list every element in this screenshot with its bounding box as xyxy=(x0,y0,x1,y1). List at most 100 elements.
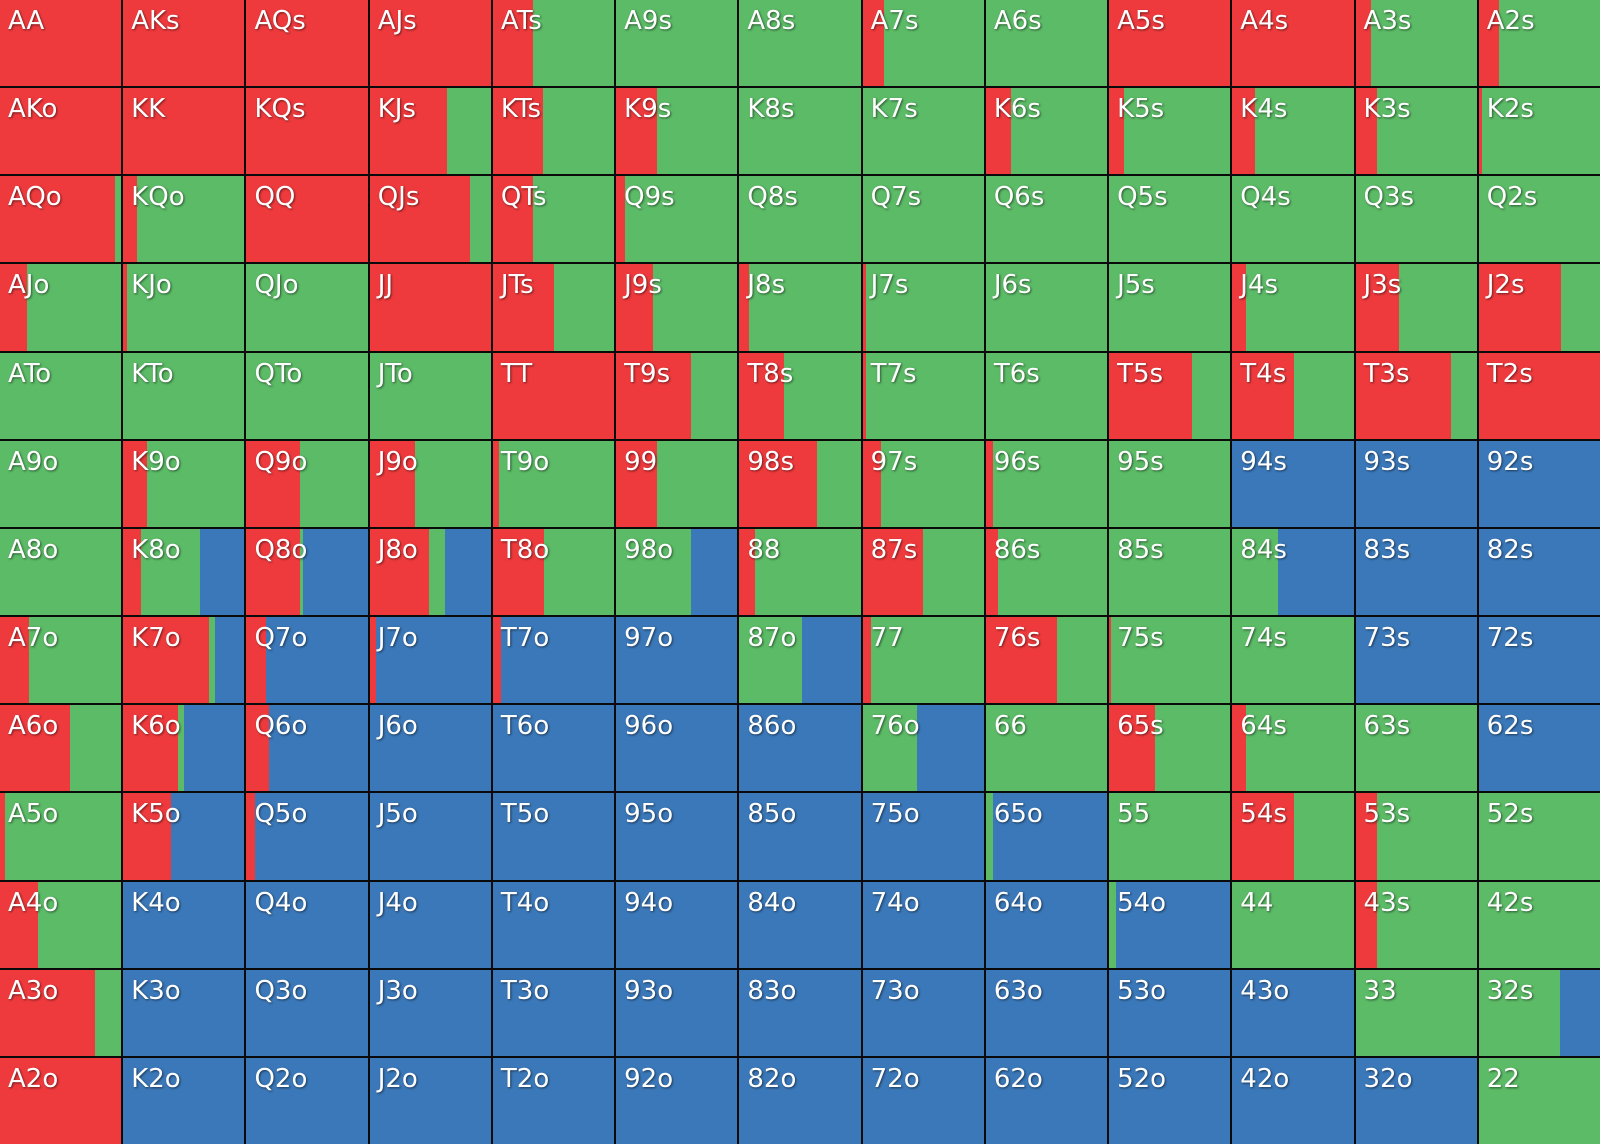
hand-cell-TT[interactable]: TT xyxy=(492,352,615,439)
hand-cell-Q2s[interactable]: Q2s xyxy=(1478,176,1600,263)
hand-cell-K9s[interactable]: K9s xyxy=(616,88,738,175)
hand-cell-K3s[interactable]: K3s xyxy=(1355,88,1477,175)
hand-cell-A6s[interactable]: A6s xyxy=(985,0,1108,87)
hand-cell-Q4o[interactable]: Q4o xyxy=(246,881,368,968)
hand-cell-98o[interactable]: 98o xyxy=(616,528,738,616)
hand-cell-97o[interactable]: 97o xyxy=(616,617,738,704)
hand-cell-J6o[interactable]: J6o xyxy=(369,705,491,792)
hand-cell-A8s[interactable]: A8s xyxy=(739,0,861,87)
hand-cell-53o[interactable]: 53o xyxy=(1109,969,1231,1056)
hand-cell-T5o[interactable]: T5o xyxy=(492,793,615,880)
hand-cell-86s[interactable]: 86s xyxy=(985,528,1108,616)
hand-cell-T9s[interactable]: T9s xyxy=(616,352,738,439)
hand-cell-A6o[interactable]: A6o xyxy=(0,705,122,792)
hand-cell-95s[interactable]: 95s xyxy=(1109,440,1231,527)
hand-cell-JJ[interactable]: JJ xyxy=(369,264,491,351)
hand-cell-96o[interactable]: 96o xyxy=(616,705,738,792)
hand-cell-A3o[interactable]: A3o xyxy=(0,969,122,1056)
hand-cell-43s[interactable]: 43s xyxy=(1355,881,1477,968)
hand-cell-K7s[interactable]: K7s xyxy=(862,88,984,175)
hand-cell-JTo[interactable]: JTo xyxy=(369,352,491,439)
hand-cell-87s[interactable]: 87s xyxy=(862,528,984,616)
hand-cell-J7o[interactable]: J7o xyxy=(369,617,491,704)
hand-cell-K2s[interactable]: K2s xyxy=(1478,88,1600,175)
hand-cell-K6s[interactable]: K6s xyxy=(985,88,1108,175)
hand-cell-A5o[interactable]: A5o xyxy=(0,793,122,880)
hand-cell-32o[interactable]: 32o xyxy=(1355,1057,1477,1144)
hand-cell-Q8o[interactable]: Q8o xyxy=(246,528,368,616)
hand-cell-95o[interactable]: 95o xyxy=(616,793,738,880)
hand-cell-A7s[interactable]: A7s xyxy=(862,0,984,87)
hand-cell-64o[interactable]: 64o xyxy=(985,881,1108,968)
hand-cell-52s[interactable]: 52s xyxy=(1478,793,1600,880)
hand-cell-85s[interactable]: 85s xyxy=(1109,528,1231,616)
hand-cell-AQo[interactable]: AQo xyxy=(0,176,122,263)
hand-cell-75s[interactable]: 75s xyxy=(1109,617,1231,704)
hand-cell-K4s[interactable]: K4s xyxy=(1232,88,1354,175)
hand-cell-K7o[interactable]: K7o xyxy=(123,617,245,704)
hand-cell-22[interactable]: 22 xyxy=(1478,1057,1600,1144)
hand-cell-T7s[interactable]: T7s xyxy=(862,352,984,439)
hand-cell-Q7o[interactable]: Q7o xyxy=(246,617,368,704)
hand-cell-AKo[interactable]: AKo xyxy=(0,88,122,175)
hand-cell-KTo[interactable]: KTo xyxy=(123,352,245,439)
hand-cell-Q6s[interactable]: Q6s xyxy=(985,176,1108,263)
hand-cell-93s[interactable]: 93s xyxy=(1355,440,1477,527)
hand-cell-84s[interactable]: 84s xyxy=(1232,528,1354,616)
hand-cell-J4s[interactable]: J4s xyxy=(1232,264,1354,351)
hand-cell-84o[interactable]: 84o xyxy=(739,881,861,968)
hand-cell-KK[interactable]: KK xyxy=(123,88,245,175)
hand-cell-J6s[interactable]: J6s xyxy=(985,264,1108,351)
hand-cell-76s[interactable]: 76s xyxy=(985,617,1108,704)
hand-cell-J4o[interactable]: J4o xyxy=(369,881,491,968)
hand-cell-64s[interactable]: 64s xyxy=(1232,705,1354,792)
hand-cell-94s[interactable]: 94s xyxy=(1232,440,1354,527)
hand-cell-43o[interactable]: 43o xyxy=(1232,969,1354,1056)
hand-cell-87o[interactable]: 87o xyxy=(739,617,861,704)
hand-cell-T2s[interactable]: T2s xyxy=(1478,352,1600,439)
hand-cell-AJo[interactable]: AJo xyxy=(0,264,122,351)
hand-cell-66[interactable]: 66 xyxy=(985,705,1108,792)
hand-cell-J3o[interactable]: J3o xyxy=(369,969,491,1056)
hand-cell-A7o[interactable]: A7o xyxy=(0,617,122,704)
hand-cell-KTs[interactable]: KTs xyxy=(492,88,615,175)
hand-cell-K8s[interactable]: K8s xyxy=(739,88,861,175)
hand-cell-J5s[interactable]: J5s xyxy=(1109,264,1231,351)
hand-cell-44[interactable]: 44 xyxy=(1232,881,1354,968)
hand-cell-K2o[interactable]: K2o xyxy=(123,1057,245,1144)
hand-cell-JTs[interactable]: JTs xyxy=(492,264,615,351)
hand-cell-73s[interactable]: 73s xyxy=(1355,617,1477,704)
hand-cell-KJs[interactable]: KJs xyxy=(369,88,491,175)
hand-cell-T7o[interactable]: T7o xyxy=(492,617,615,704)
hand-cell-42s[interactable]: 42s xyxy=(1478,881,1600,968)
hand-cell-54o[interactable]: 54o xyxy=(1109,881,1231,968)
hand-cell-75o[interactable]: 75o xyxy=(862,793,984,880)
hand-cell-76o[interactable]: 76o xyxy=(862,705,984,792)
hand-cell-T4o[interactable]: T4o xyxy=(492,881,615,968)
hand-cell-85o[interactable]: 85o xyxy=(739,793,861,880)
hand-cell-82s[interactable]: 82s xyxy=(1478,528,1600,616)
hand-cell-98s[interactable]: 98s xyxy=(739,440,861,527)
hand-cell-KQs[interactable]: KQs xyxy=(246,88,368,175)
hand-cell-A2o[interactable]: A2o xyxy=(0,1057,122,1144)
hand-cell-74s[interactable]: 74s xyxy=(1232,617,1354,704)
hand-cell-T9o[interactable]: T9o xyxy=(492,440,615,527)
hand-cell-65s[interactable]: 65s xyxy=(1109,705,1231,792)
hand-cell-QTo[interactable]: QTo xyxy=(246,352,368,439)
hand-cell-Q3s[interactable]: Q3s xyxy=(1355,176,1477,263)
hand-cell-77[interactable]: 77 xyxy=(862,617,984,704)
hand-cell-Q2o[interactable]: Q2o xyxy=(246,1057,368,1144)
hand-cell-T3s[interactable]: T3s xyxy=(1355,352,1477,439)
hand-cell-Q3o[interactable]: Q3o xyxy=(246,969,368,1056)
hand-cell-K5o[interactable]: K5o xyxy=(123,793,245,880)
hand-cell-T4s[interactable]: T4s xyxy=(1232,352,1354,439)
hand-cell-J9s[interactable]: J9s xyxy=(616,264,738,351)
hand-cell-97s[interactable]: 97s xyxy=(862,440,984,527)
hand-cell-AQs[interactable]: AQs xyxy=(246,0,368,87)
hand-cell-96s[interactable]: 96s xyxy=(985,440,1108,527)
hand-cell-T8o[interactable]: T8o xyxy=(492,528,615,616)
hand-cell-KJo[interactable]: KJo xyxy=(123,264,245,351)
hand-cell-J9o[interactable]: J9o xyxy=(369,440,491,527)
hand-cell-T8s[interactable]: T8s xyxy=(739,352,861,439)
hand-cell-A9o[interactable]: A9o xyxy=(0,440,122,527)
